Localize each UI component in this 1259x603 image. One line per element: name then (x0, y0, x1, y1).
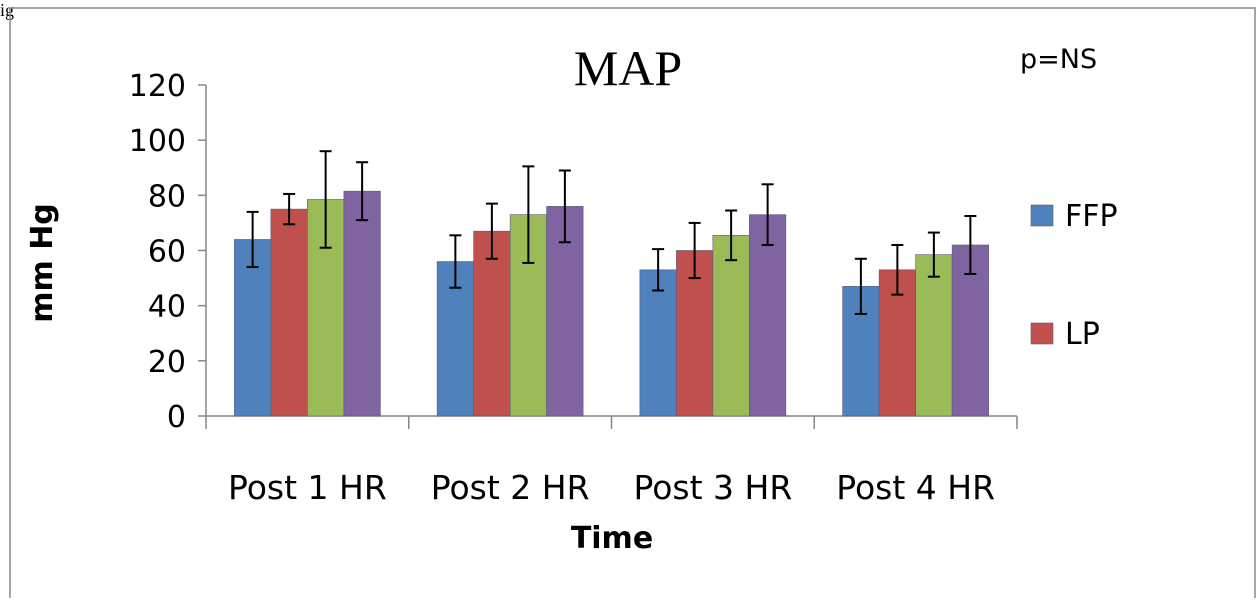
y-tick-label: 80 (148, 179, 186, 214)
x-axis-title: Time (571, 521, 653, 556)
bar (639, 269, 677, 417)
chart-frame (9, 7, 1256, 603)
bar (473, 230, 511, 417)
x-tick-label: Post 2 HR (431, 468, 590, 507)
x-tick-label: Post 1 HR (228, 468, 387, 507)
bar (436, 261, 474, 417)
legend-swatch (1030, 322, 1054, 345)
bar (270, 208, 308, 417)
p-value-annotation: p=NS (1020, 44, 1097, 75)
y-tick-label: 120 (129, 69, 186, 104)
bar (915, 254, 953, 417)
bar (712, 235, 750, 417)
y-tick-label: 60 (148, 235, 186, 270)
bar (343, 190, 381, 417)
chart-title: MAP (574, 40, 682, 96)
x-tick-label: Post 3 HR (633, 468, 792, 507)
y-axis-title: mm Hg (25, 203, 60, 323)
bar (749, 214, 787, 417)
legend: FFP LP (1030, 199, 1118, 352)
legend-swatch (1030, 204, 1054, 227)
y-tick-label: 100 (129, 124, 186, 159)
y-tick-label: 0 (167, 400, 186, 435)
legend-label: FFP (1065, 199, 1118, 234)
y-tick-label: 40 (148, 290, 186, 325)
legend-label: LP (1065, 317, 1100, 352)
x-tick-label: Post 4 HR (836, 468, 995, 507)
plot-area: 0 20 40 60 80 100 120 Post 1 HR Post 2 HR Post 3 … (129, 69, 1018, 507)
caption-fragment: ig (0, 0, 14, 20)
bar (546, 206, 584, 417)
y-tick-label: 20 (148, 345, 186, 380)
